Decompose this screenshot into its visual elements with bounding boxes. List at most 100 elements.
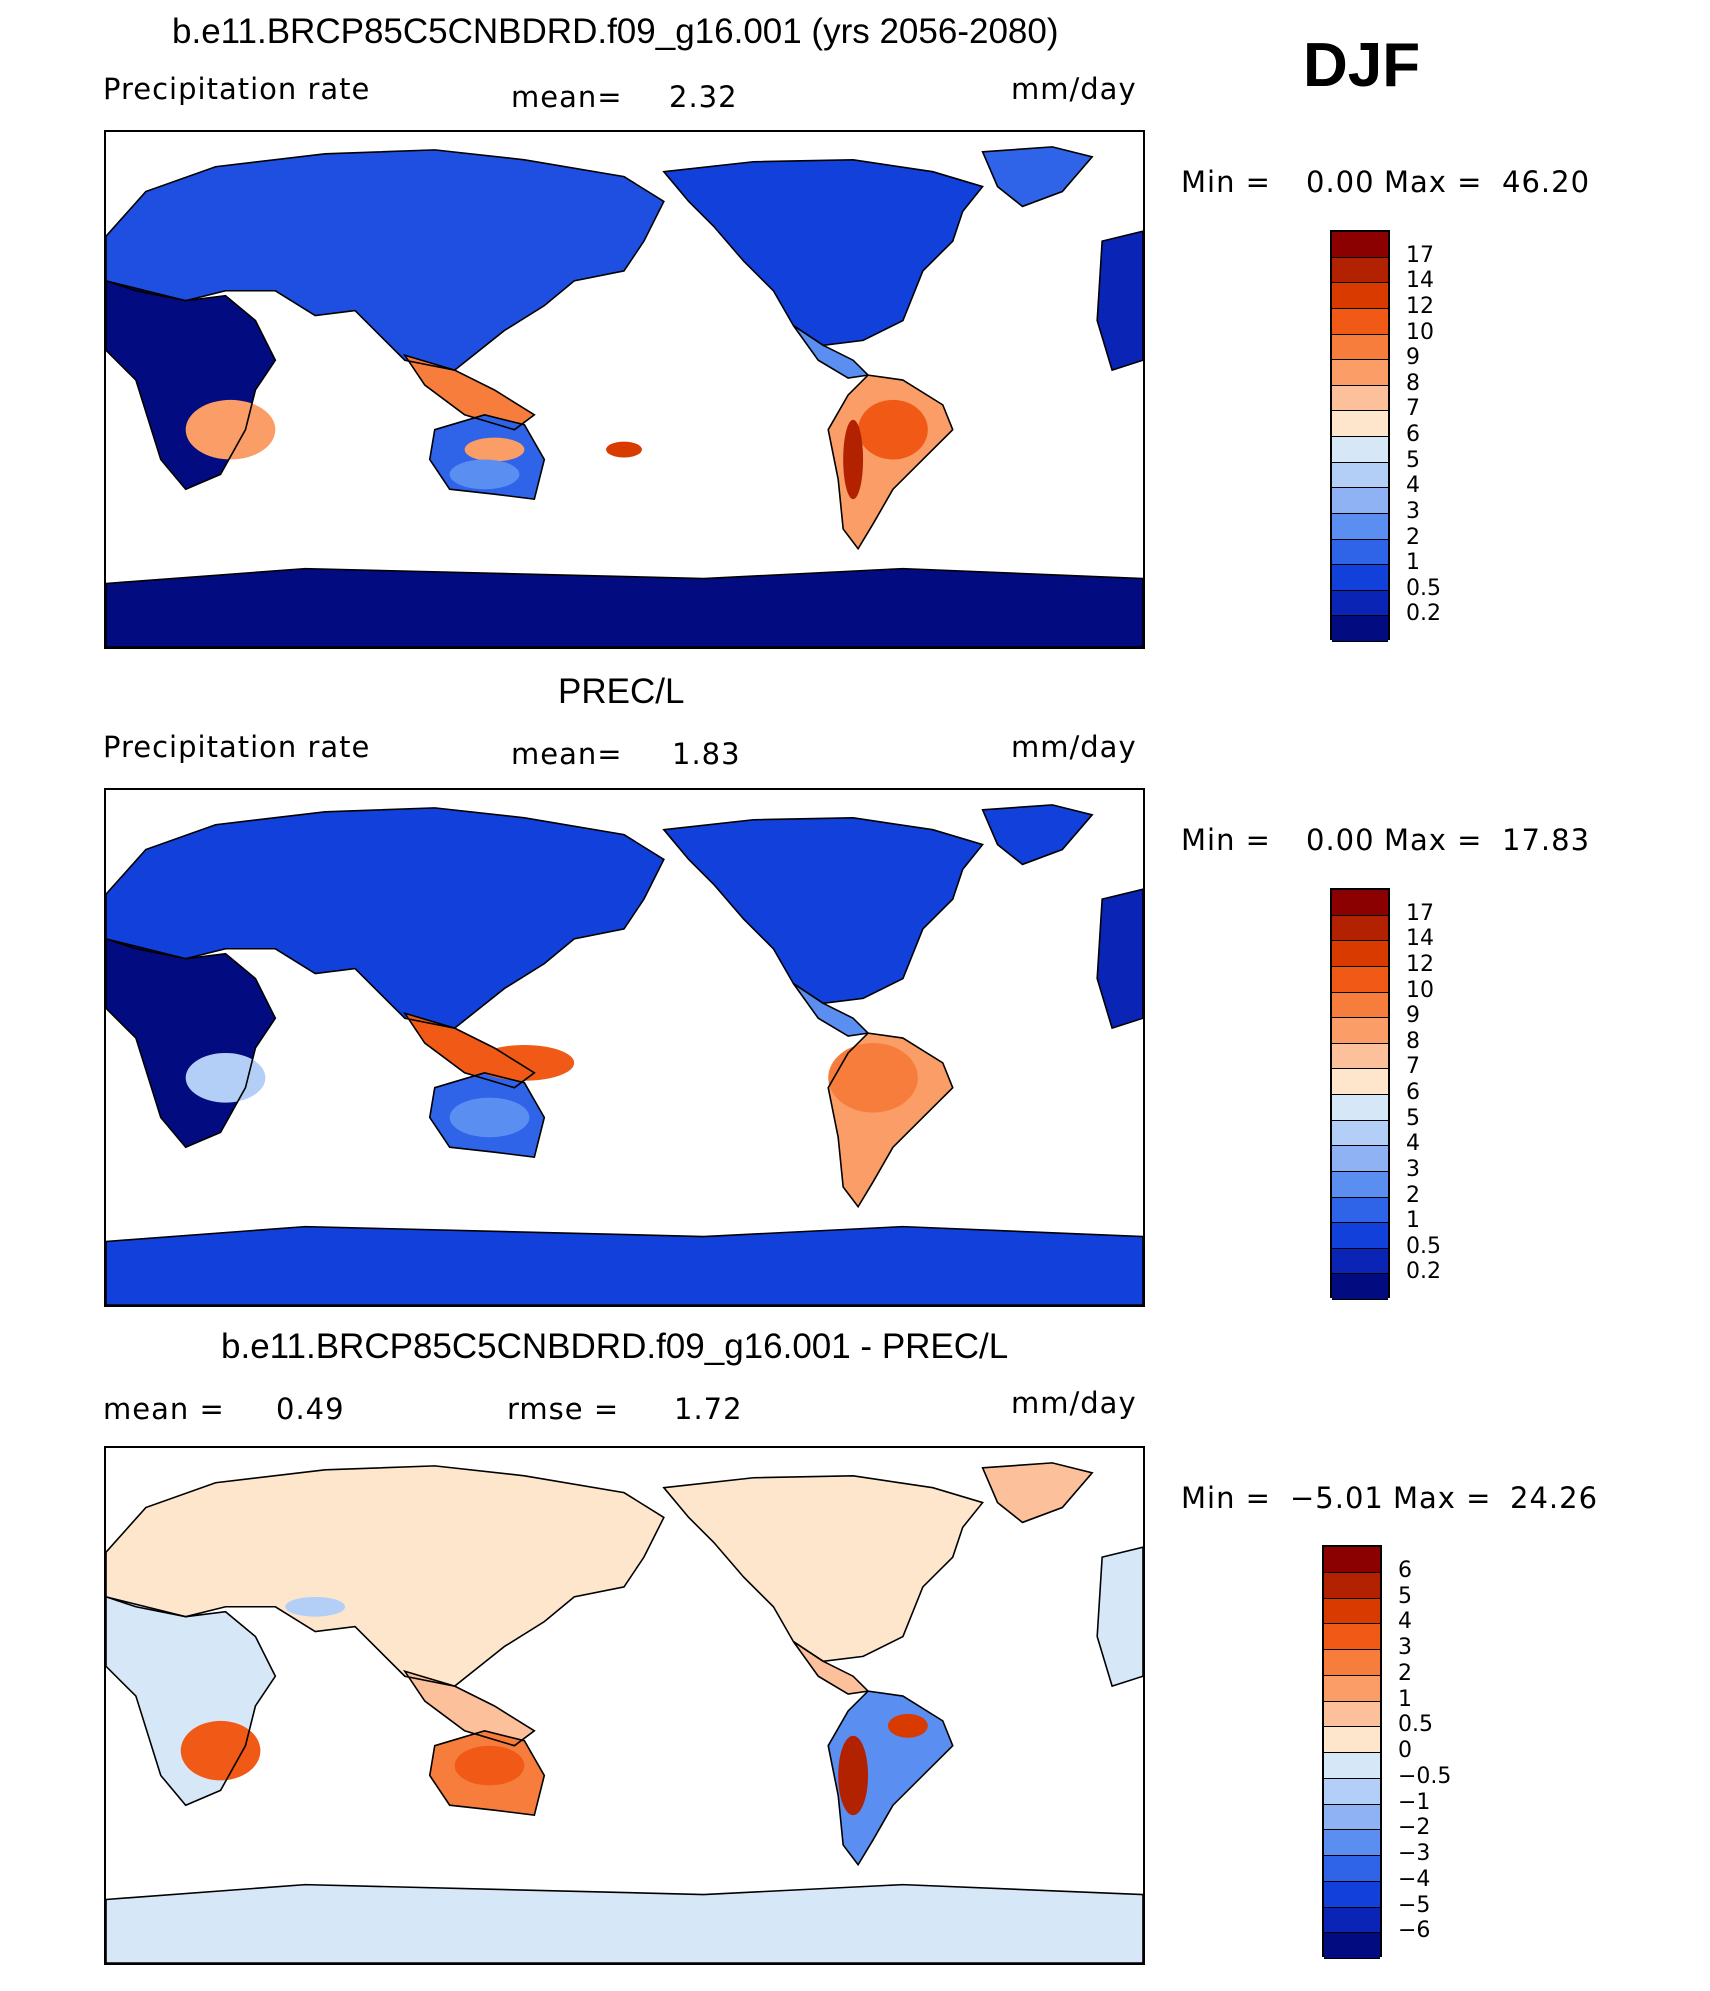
colorbar-swatch <box>1324 1598 1380 1625</box>
precip-anomaly-region <box>606 441 642 458</box>
coastline-north-america <box>662 158 984 347</box>
colorbar-swatch <box>1332 283 1388 309</box>
colorbar-swatch <box>1324 1830 1380 1856</box>
panel-diff-min-value: −5.01 <box>1290 1481 1384 1515</box>
colorbar-swatch <box>1332 1095 1388 1121</box>
coastline-greenland <box>981 146 1094 208</box>
colorbar-tick-label: 9 <box>1406 1003 1420 1029</box>
colorbar-tick-label: 7 <box>1406 396 1420 422</box>
colorbar-swatch <box>1332 966 1388 993</box>
colorbar-tick-label: −6 <box>1398 1918 1431 1944</box>
panel-obs-mean-value: 1.83 <box>672 737 741 771</box>
colorbar-swatch <box>1332 308 1388 335</box>
colorbar-swatch <box>1332 411 1388 437</box>
colorbar-swatch <box>1332 1171 1388 1198</box>
colorbar-tick-label: 12 <box>1406 293 1434 319</box>
colorbar-tick-label: 6 <box>1406 1080 1420 1105</box>
coastline-south-america <box>827 1690 954 1867</box>
colorbar-tick-label: 1 <box>1406 550 1420 576</box>
panel-obs-max-value: 17.83 <box>1502 823 1591 857</box>
panel-diff-rmse-label: rmse = <box>507 1392 620 1426</box>
colorbar-swatch <box>1332 1069 1388 1095</box>
panel-obs-variable-label: Precipitation rate <box>103 730 371 764</box>
coastline-antarctica <box>106 1883 1143 1963</box>
panel-obs-map-svg <box>106 804 1143 1305</box>
panel-diff-min-label: Min = <box>1181 1481 1271 1515</box>
colorbar-swatch <box>1324 1675 1380 1702</box>
colorbar-tick-label: 10 <box>1406 319 1434 345</box>
coastline-layer <box>106 146 1143 647</box>
precip-anomaly-region <box>843 419 864 500</box>
colorbar-swatch <box>1324 1701 1380 1728</box>
colorbar-swatch <box>1332 565 1388 591</box>
colorbar-tick-label: 0.5 <box>1406 1233 1441 1259</box>
colorbar-tick-label: 1 <box>1406 1208 1420 1234</box>
land-region-africa <box>106 1596 276 1806</box>
colorbar-tick-label: 0.2 <box>1406 601 1441 627</box>
coastline-africa <box>106 1596 277 1807</box>
panel-obs-min-value: 0.00 <box>1306 823 1375 857</box>
colorbar-swatch <box>1324 1933 1380 1959</box>
colorbar-tick-label: 4 <box>1406 1131 1420 1157</box>
colorbar-swatch <box>1324 1572 1380 1599</box>
coastline-north-america <box>662 1474 984 1663</box>
precip-anomaly-region <box>185 399 276 460</box>
coastline-layer <box>106 1462 1143 1963</box>
colorbar-swatch <box>1324 1778 1380 1805</box>
colorbar-swatch <box>1332 1197 1388 1224</box>
coastline-australia <box>428 1071 546 1159</box>
precip-anomaly-region <box>449 459 520 490</box>
colorbar-tick-label: 0.2 <box>1406 1259 1441 1285</box>
land-region-greenland <box>982 804 1093 865</box>
colorbar-tick-label: −3 <box>1398 1841 1431 1866</box>
panel-diff-rmse-value: 1.72 <box>674 1392 743 1426</box>
colorbar-tick-label: 14 <box>1406 926 1434 952</box>
colorbar-swatch <box>1324 1547 1380 1573</box>
land-region-europe-west <box>1097 1547 1143 1687</box>
colorbar-tick-label: 0.5 <box>1398 1712 1433 1738</box>
panel-obs-min-label: Min = <box>1181 823 1271 857</box>
colorbar-tick-label: −5 <box>1398 1892 1431 1918</box>
precip-anomaly-region <box>887 1713 928 1738</box>
colorbar-tick-label: 3 <box>1398 1635 1412 1660</box>
colorbar-swatch <box>1332 334 1388 361</box>
panel-diff-colorbar <box>1322 1545 1382 1959</box>
colorbar-tick-label: −4 <box>1398 1866 1431 1892</box>
colorbar-swatch <box>1332 1043 1388 1070</box>
panel-model-max-label: Max = <box>1384 165 1483 199</box>
colorbar-swatch <box>1332 385 1388 412</box>
coastline-eurasia <box>106 1465 665 1688</box>
panel-obs-units: mm/day <box>1011 730 1137 764</box>
panel-diff-max-label: Max = <box>1393 1481 1492 1515</box>
colorbar-tick-label: 9 <box>1406 345 1420 371</box>
land-region-sea-asia <box>404 1671 535 1746</box>
land-region-north-america <box>663 159 983 346</box>
panel-obs-title: PREC/L <box>558 672 685 711</box>
colorbar-tick-label: 6 <box>1406 422 1420 447</box>
colorbar-swatch <box>1324 1624 1380 1650</box>
colorbar-swatch <box>1332 539 1388 566</box>
colorbar-tick-label: −1 <box>1398 1789 1431 1815</box>
colorbar-swatch <box>1332 992 1388 1019</box>
coastline-africa <box>106 938 277 1149</box>
coastline-europe-west <box>1096 1546 1143 1688</box>
colorbar-swatch <box>1332 890 1388 916</box>
colorbar-swatch <box>1332 590 1388 617</box>
colorbar-tick-label: 14 <box>1406 268 1434 294</box>
panel-diff-units: mm/day <box>1011 1386 1137 1420</box>
colorbar-tick-label: 12 <box>1406 951 1434 977</box>
land-region-north-america <box>663 1475 983 1662</box>
land-region-africa <box>106 280 276 490</box>
colorbar-swatch <box>1332 941 1388 967</box>
land-region-north-america <box>663 817 983 1004</box>
panel-model-title: b.e11.BRCP85C5CNBDRD.f09_g16.001 (yrs 20… <box>172 12 1059 51</box>
colorbar-tick-label: 0 <box>1398 1738 1412 1763</box>
land-region-south-america <box>828 1691 953 1865</box>
land-region-europe-west <box>1097 231 1143 371</box>
panel-model-max-value: 46.20 <box>1502 165 1591 199</box>
colorbar-swatch <box>1332 437 1388 463</box>
panel-model-min-label: Min = <box>1181 165 1271 199</box>
land-region-greenland <box>982 146 1093 207</box>
panel-obs-colorbar <box>1330 888 1390 1300</box>
land-region-antarctica <box>106 1884 1143 1963</box>
